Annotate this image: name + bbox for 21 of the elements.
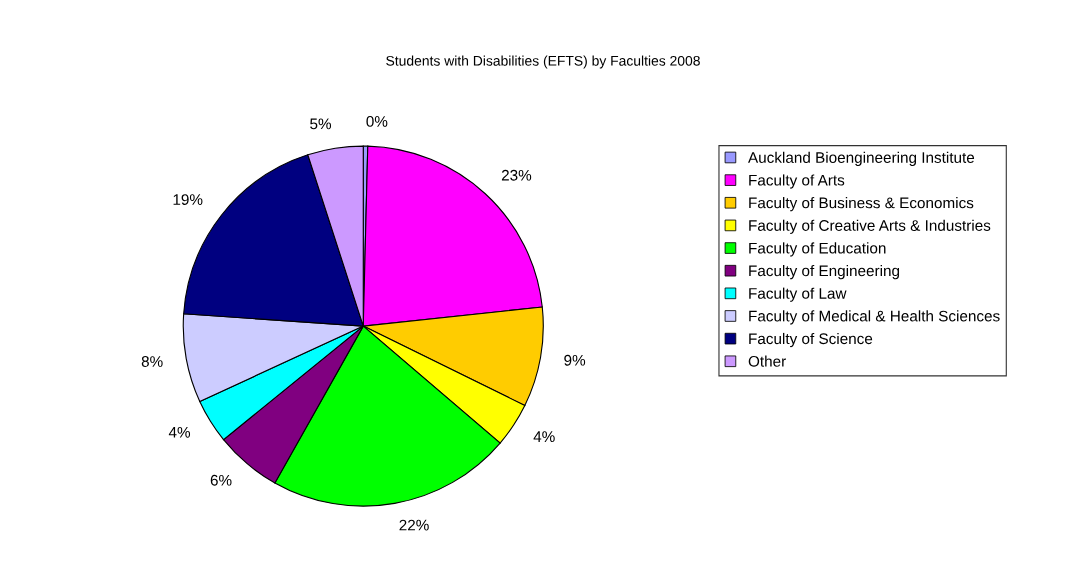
data-label: 4% (533, 431, 555, 442)
legend-label: Faculty of Engineering (749, 264, 900, 280)
legend-label: Other (748, 355, 786, 367)
data-label: 0% (366, 115, 388, 127)
data-label: 8% (141, 356, 163, 367)
legend-label: Faculty of Law (749, 287, 847, 302)
data-label: 9% (564, 354, 586, 366)
data-label: 5% (310, 118, 332, 130)
legend-label: Faculty of Education (749, 242, 886, 257)
data-label: 23% (501, 169, 532, 181)
legend-label: Faculty of Science (749, 332, 873, 348)
legend-label: Faculty of Creative Arts & Industries (749, 219, 991, 234)
legend-label: Faculty of Business & Economics (749, 197, 974, 212)
data-label: 19% (173, 194, 203, 205)
chart-title: Students with Disabilities (EFTS) by Faculties 2008 (386, 55, 700, 69)
data-label: 22% (399, 519, 429, 531)
data-label: 4% (168, 427, 191, 438)
legend-label: Faculty of Arts (749, 174, 845, 189)
data-label: 6% (210, 474, 232, 486)
legend-label: Auckland Bioengineering Institute (748, 151, 975, 166)
legend-label: Faculty of Medical & Health Sciences (749, 310, 1000, 325)
